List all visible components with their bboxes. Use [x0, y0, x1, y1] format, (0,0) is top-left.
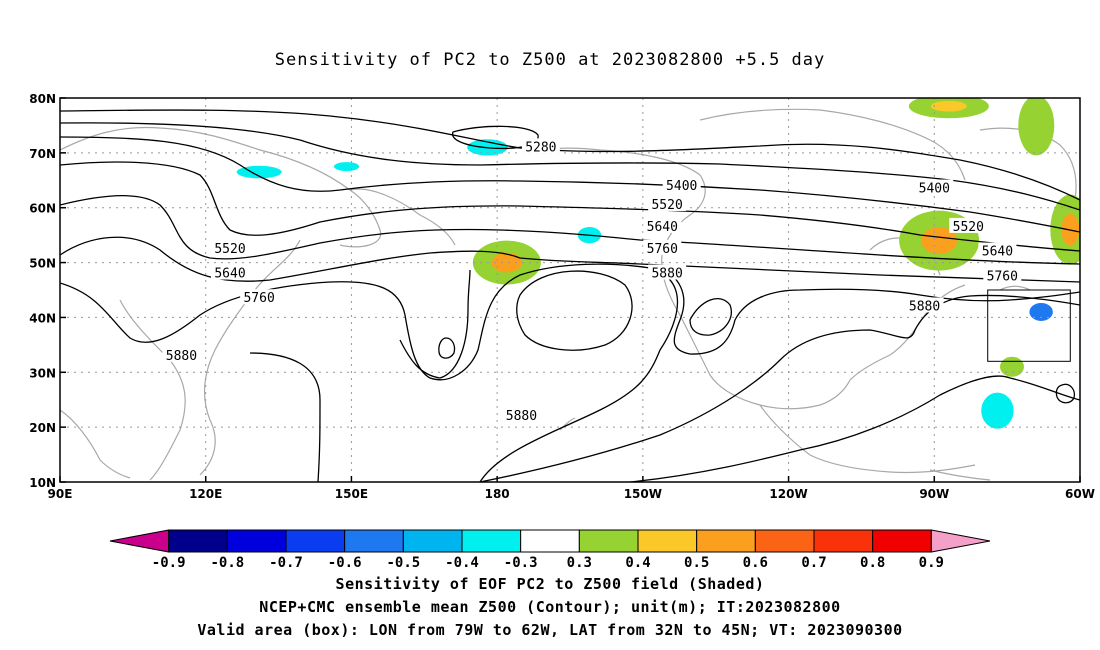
colorbar-label: -0.6 — [328, 555, 362, 571]
contour-label: 5760 — [243, 291, 274, 306]
contour-label-bg — [648, 264, 687, 280]
colorbar-cell — [637, 529, 698, 553]
colorbar-cell — [930, 529, 991, 553]
colorbar-cell — [285, 529, 346, 553]
contour-label-bg — [643, 217, 682, 233]
contour-label-bg — [240, 289, 279, 305]
colorbar-label: 0.8 — [860, 555, 885, 571]
sensitivity-region — [1000, 356, 1024, 377]
contour-label: 5640 — [982, 245, 1013, 260]
colorbar-cell — [344, 529, 404, 553]
valid-area-box — [987, 289, 1071, 362]
colorbar-cell — [402, 529, 463, 553]
contour-label: 5400 — [919, 182, 950, 197]
contour-label-bg — [662, 176, 701, 192]
caption-contour: NCEP+CMC ensemble mean Z500 (Contour); u… — [259, 598, 841, 616]
contour-labels: 5280 5400 5400 5520 5520 5520 5640 5640 5640 5760… — [162, 138, 1022, 424]
colorbar-label: -0.5 — [386, 555, 420, 571]
contour-label: 5520 — [953, 220, 984, 235]
sensitivity-core — [981, 392, 1014, 429]
colorbar: -0.9 -0.8 -0.7 -0.6 -0.5 -0.4 -0.3 0.3 0.4 0.5 0.6… — [109, 529, 991, 571]
contour-label-bg — [648, 195, 687, 211]
sensitivity-core — [930, 100, 967, 112]
contour-label: 5400 — [666, 179, 697, 194]
contour-label: 5880 — [909, 299, 940, 314]
sensitivity-core — [1029, 302, 1053, 321]
colorbar-cell — [226, 529, 287, 553]
contour-label: 5640 — [647, 220, 678, 235]
contour-label-bg — [502, 407, 541, 423]
colorbar-label: 0.5 — [684, 555, 709, 571]
contour-label: 5760 — [647, 242, 678, 257]
y-tick-label: 80N — [29, 92, 56, 106]
x-tick-label: 120W — [769, 487, 807, 501]
chart-title: Sensitivity of PC2 to Z500 at 2023082800… — [274, 50, 826, 70]
colorbar-cell — [109, 529, 170, 553]
sensitivity-shading — [209, 98, 1080, 451]
y-tick-label: 60N — [29, 202, 56, 216]
x-tick-label: 150W — [624, 487, 662, 501]
y-tick-label: 40N — [29, 311, 56, 325]
axes: 90E 120E 150E 180 150W 120W 90W 60W 10N 20N 30N 40N… — [29, 92, 1095, 501]
colorbar-cell — [168, 529, 228, 553]
x-tick-label: 150E — [335, 487, 368, 501]
colorbar-cell — [813, 529, 874, 553]
colorbar-label: 0.7 — [801, 555, 826, 571]
colorbar-label: 0.3 — [567, 555, 592, 571]
colorbar-cell — [578, 529, 639, 553]
colorbar-cell — [754, 529, 815, 553]
colorbar-label: -0.7 — [269, 555, 303, 571]
x-tick-label: 90E — [48, 487, 73, 501]
contour-label: 5280 — [525, 140, 556, 155]
y-tick-label: 30N — [29, 366, 56, 380]
sensitivity-core — [491, 252, 523, 273]
contour-label: 5640 — [214, 267, 245, 282]
y-tick-label: 10N — [29, 476, 56, 490]
z500-contours — [60, 109, 1080, 482]
contour-label-bg — [915, 179, 954, 195]
x-tick-label: 180 — [485, 487, 510, 501]
contour-label: 5880 — [651, 267, 682, 282]
colorbar-label: 0.9 — [919, 555, 944, 571]
contour-label-bg — [905, 297, 944, 313]
plot-frame — [59, 97, 1081, 483]
contour-label-bg — [521, 138, 560, 154]
y-tick-label: 20N — [29, 421, 56, 435]
contour-label-bg — [211, 264, 249, 280]
sensitivity-core — [333, 162, 360, 172]
colorbar-label: -0.9 — [152, 555, 186, 571]
colorbar-label: -0.4 — [445, 555, 479, 571]
colorbar-label: -0.8 — [210, 555, 244, 571]
colorbar-label: 0.4 — [625, 555, 650, 571]
x-tick-label: 120E — [189, 487, 222, 501]
contour-label: 5880 — [166, 349, 197, 364]
contour-label-bg — [983, 267, 1022, 283]
contour-label-bg — [211, 239, 249, 255]
colorbar-cell — [520, 529, 580, 553]
colorbar-cell — [872, 529, 932, 553]
contour-label: 5760 — [987, 269, 1018, 284]
colorbar-cell — [696, 529, 756, 553]
caption-shaded: Sensitivity of EOF PC2 to Z500 field (Sh… — [335, 575, 765, 593]
x-tick-label: 60W — [1065, 487, 1095, 501]
contour-label: 5520 — [214, 242, 245, 257]
contour-label: 5520 — [651, 198, 682, 213]
contour-label-bg — [643, 239, 682, 255]
y-tick-label: 70N — [29, 147, 56, 161]
colorbar-cell — [461, 529, 522, 553]
contour-label: 5880 — [506, 409, 537, 424]
contour-label-bg — [949, 217, 988, 233]
sensitivity-core — [236, 165, 282, 179]
colorbar-label: -0.3 — [504, 555, 538, 571]
x-tick-label: 90W — [919, 487, 949, 501]
y-tick-label: 50N — [29, 257, 56, 271]
caption-valid-area: Valid area (box): LON from 79W to 62W, L… — [197, 621, 903, 639]
contour-label-bg — [978, 242, 1017, 258]
contour-label-bg — [162, 346, 201, 362]
sensitivity-core — [921, 227, 958, 255]
sensitivity-region — [1018, 98, 1055, 156]
colorbar-label: 0.6 — [743, 555, 768, 571]
